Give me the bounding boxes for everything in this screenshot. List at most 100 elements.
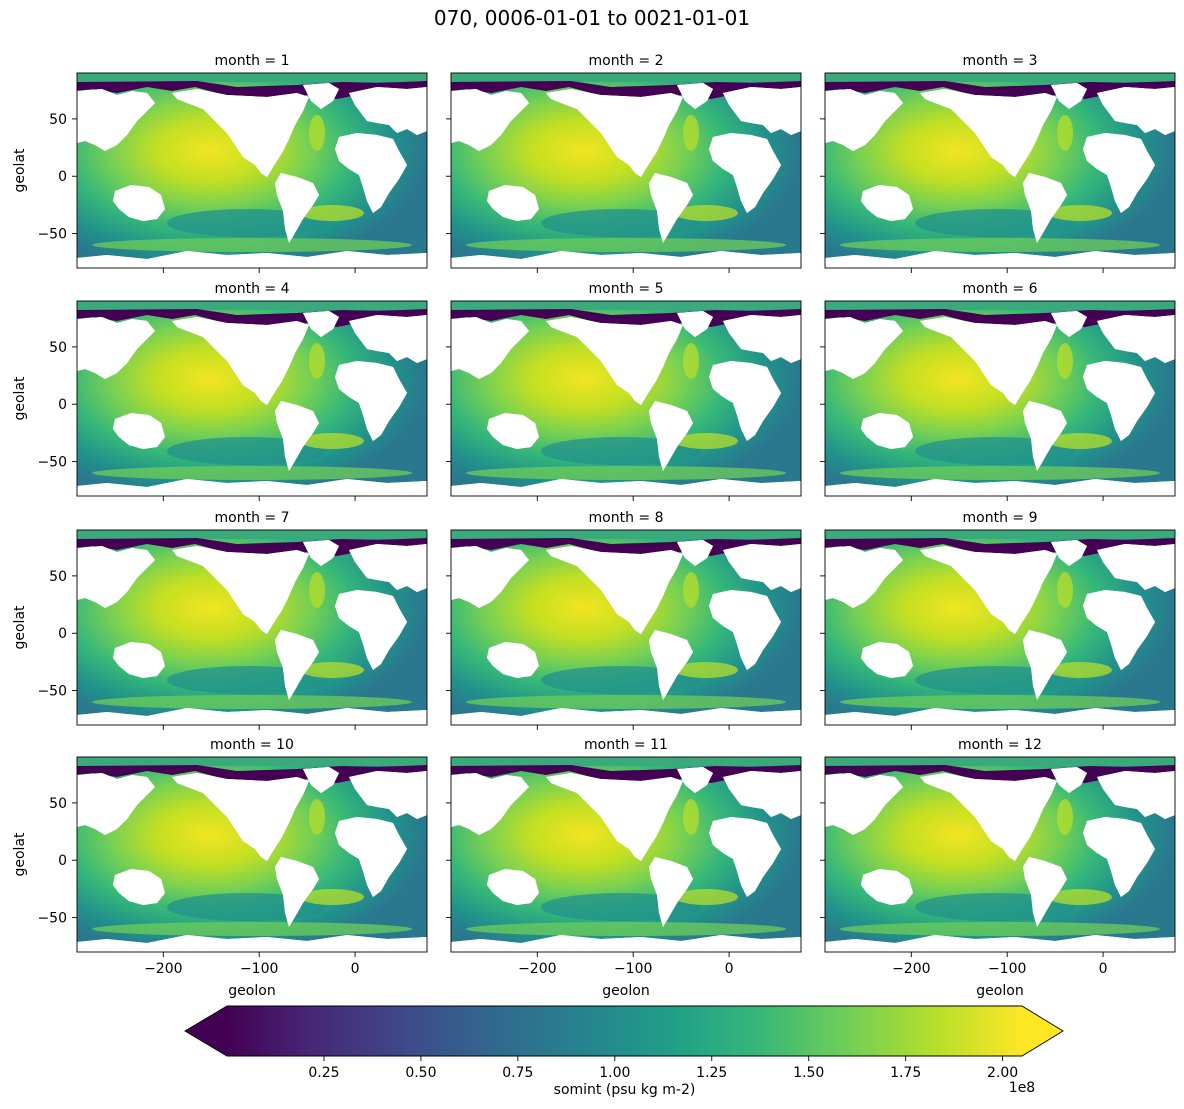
arctic-band [825, 530, 1175, 539]
x-axis-label: geolon [228, 983, 275, 999]
southern-ocean-band [92, 695, 412, 709]
southern-ocean-band [840, 922, 1160, 936]
africa-land [1083, 361, 1155, 441]
arctic-band [451, 530, 801, 539]
south-america-land [275, 401, 319, 471]
greenland-land [1051, 311, 1087, 337]
greenland-land [303, 540, 339, 566]
colorbar-offset-label: 1e8 [1009, 1080, 1035, 1096]
eurasia-land-west [825, 317, 903, 379]
arctic-shelf [451, 765, 801, 787]
eurasia-land-east [1097, 771, 1175, 819]
x-tick-label: −100 [240, 961, 278, 977]
y-tick-label: 0 [58, 397, 67, 413]
africa-land [709, 817, 781, 897]
eurasia-land-west [77, 89, 155, 151]
axes-frame [76, 529, 428, 726]
greenland-land [677, 311, 713, 337]
y-tick-label: 0 [58, 169, 67, 185]
australia-land [487, 185, 539, 221]
y-tick-label: 0 [58, 626, 67, 642]
africa-land [709, 133, 781, 213]
arctic-band [825, 73, 1175, 82]
x-tick-label: −200 [892, 961, 930, 977]
antarctica-land [77, 935, 427, 952]
panel-title: month = 5 [589, 281, 664, 297]
y-axis-label: geolat [12, 376, 28, 421]
antarctica-land [451, 479, 801, 496]
arctic-shelf [825, 309, 1175, 331]
panel-title: month = 2 [589, 53, 664, 69]
x-tick-label: 0 [725, 961, 734, 977]
australia-land [861, 642, 913, 678]
colorbar-tick-label: 1.75 [890, 1065, 921, 1081]
south-atlantic-band [300, 889, 364, 905]
southern-ocean-band [840, 238, 1160, 252]
south-america-land [649, 401, 693, 471]
arctic-band [77, 301, 427, 310]
axes-frame [450, 529, 802, 726]
eurasia-land-east [1097, 544, 1175, 592]
north-atlantic-band [1057, 115, 1073, 151]
arctic-shelf [77, 765, 427, 787]
antarctica-land [451, 935, 801, 952]
south-atlantic-band [674, 662, 738, 678]
south-atlantic-band [674, 433, 738, 449]
y-tick-label: −50 [37, 911, 67, 927]
north-america-land [546, 546, 683, 634]
axes-frame [76, 72, 428, 269]
south-atlantic-band [1048, 662, 1112, 678]
arctic-band [451, 73, 801, 82]
north-atlantic-band [683, 343, 699, 379]
eurasia-land-west [451, 317, 529, 379]
map-panel: month = 7 50 0 −50 geolat [12, 510, 428, 730]
north-america-land [546, 317, 683, 405]
north-atlantic-band [309, 572, 325, 608]
north-atlantic-band [683, 115, 699, 151]
north-america-land [172, 89, 309, 177]
arctic-band [451, 301, 801, 310]
africa-land [335, 133, 407, 213]
north-atlantic-band [1057, 343, 1073, 379]
south-america-land [649, 857, 693, 927]
africa-land [1083, 133, 1155, 213]
eurasia-land-west [451, 773, 529, 835]
colorbar-extend-high [1022, 1006, 1063, 1056]
y-tick-label: 50 [49, 112, 67, 128]
greenland-land [1051, 83, 1087, 109]
australia-land [861, 413, 913, 449]
north-america-land [920, 89, 1057, 177]
colorbar-extend-low [185, 1006, 227, 1056]
arctic-band [825, 757, 1175, 766]
southern-ocean-band [466, 922, 786, 936]
southern-ocean-band [92, 922, 412, 936]
north-america-land [172, 773, 309, 861]
map-panel: month = 6 [820, 281, 1176, 501]
antarctica-land [825, 708, 1175, 725]
australia-land [113, 642, 165, 678]
north-america-land [546, 773, 683, 861]
south-america-land [1023, 630, 1067, 700]
panel-title: month = 12 [958, 737, 1042, 753]
north-america-land [920, 546, 1057, 634]
panel-field [825, 73, 1175, 268]
colorbar-tick-label: 0.50 [405, 1065, 436, 1081]
arctic-band [77, 530, 427, 539]
arctic-shelf [77, 309, 427, 331]
eurasia-land-east [723, 315, 801, 363]
north-america-land [920, 317, 1057, 405]
panel-title: month = 7 [215, 510, 290, 526]
north-atlantic-band [309, 799, 325, 835]
greenland-land [677, 540, 713, 566]
greenland-land [303, 767, 339, 793]
eurasia-land-west [77, 546, 155, 608]
axes-frame [76, 300, 428, 497]
axes-frame [76, 756, 428, 953]
y-tick-label: 50 [49, 569, 67, 585]
arctic-band [825, 301, 1175, 310]
eurasia-land-west [825, 773, 903, 835]
africa-land [335, 590, 407, 670]
africa-land [1083, 590, 1155, 670]
